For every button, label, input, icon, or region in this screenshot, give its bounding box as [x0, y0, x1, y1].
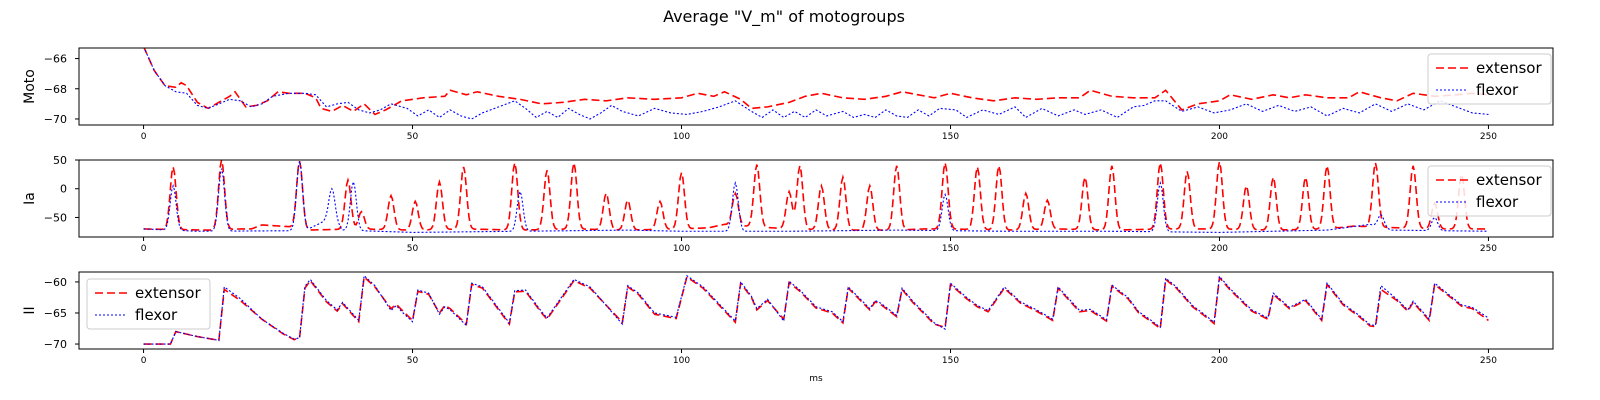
- x-tick-label: 200: [1211, 356, 1228, 366]
- y-tick-label: −60: [44, 276, 67, 289]
- x-tick-label: 150: [942, 244, 959, 254]
- y-tick-label: 0: [60, 183, 67, 196]
- x-tick-label: 200: [1211, 244, 1228, 254]
- subplot-1: 0 50 100 150 200 250 −66 −68 −70 Moto extensor flex…: [22, 47, 1554, 142]
- legend-box: [1427, 165, 1552, 217]
- series-line-flexor: [143, 161, 1489, 233]
- figure-title: Average "V_m" of motogroups: [663, 7, 905, 27]
- x-tick-label: 250: [1480, 132, 1497, 142]
- series-line-flexor: [143, 48, 1489, 120]
- x-tick-label: 100: [673, 356, 690, 366]
- axes-frame: [78, 47, 1554, 126]
- x-tick-label: 50: [407, 244, 419, 254]
- legend-label-flexor: flexor: [135, 306, 178, 324]
- y-tick-label: −68: [44, 83, 67, 96]
- x-axis-label: ms: [809, 374, 823, 384]
- legend-label-flexor: flexor: [1476, 193, 1519, 211]
- y-tick-label: 50: [53, 154, 67, 167]
- x-tick-label: 150: [942, 356, 959, 366]
- x-tick-label: 100: [673, 244, 690, 254]
- x-tick-label: 150: [942, 132, 959, 142]
- y-tick-label: −50: [44, 211, 67, 224]
- x-tick-label: 50: [407, 356, 419, 366]
- x-tick-label: 100: [673, 132, 690, 142]
- series-line-extensor: [143, 160, 1489, 231]
- x-tick-label: 200: [1211, 132, 1228, 142]
- axes-frame: [78, 159, 1554, 238]
- x-tick-label: 50: [407, 132, 419, 142]
- x-tick-label: 0: [141, 132, 147, 142]
- subplot-panels: 0 50 100 150 200 250 −66 −68 −70 Moto extensor flex…: [22, 47, 1554, 366]
- legend-label-flexor: flexor: [1476, 81, 1519, 99]
- axes-frame: [78, 271, 1554, 350]
- y-axis-label: Ia: [22, 192, 38, 205]
- legend-box: [86, 278, 211, 330]
- y-tick-label: −70: [44, 338, 67, 351]
- legend: extensor flexor: [1427, 53, 1552, 105]
- x-tick-label: 0: [141, 244, 147, 254]
- x-tick-label: 0: [141, 356, 147, 366]
- legend: extensor flexor: [1427, 165, 1552, 217]
- legend-label-extensor: extensor: [135, 284, 201, 302]
- y-tick-label: −65: [44, 307, 67, 320]
- legend-box: [1427, 53, 1552, 105]
- series-line-flexor: [143, 274, 1489, 345]
- legend-label-extensor: extensor: [1476, 59, 1542, 77]
- subplot-2: 0 50 100 150 200 250 50 0 −50 Ia extensor flexor: [22, 154, 1554, 254]
- x-tick-label: 250: [1480, 244, 1497, 254]
- subplot-3: 0 50 100 150 200 250 −60 −65 −70 II extensor flexor: [22, 271, 1554, 366]
- series-line-extensor: [143, 275, 1489, 345]
- y-tick-label: −70: [44, 113, 67, 126]
- y-axis-label: II: [22, 306, 38, 314]
- x-tick-label: 250: [1480, 356, 1497, 366]
- series-line-extensor: [143, 48, 1489, 116]
- y-axis-label: Moto: [22, 69, 38, 104]
- y-tick-label: −66: [44, 53, 67, 66]
- legend-label-extensor: extensor: [1476, 171, 1542, 189]
- legend: extensor flexor: [86, 278, 211, 330]
